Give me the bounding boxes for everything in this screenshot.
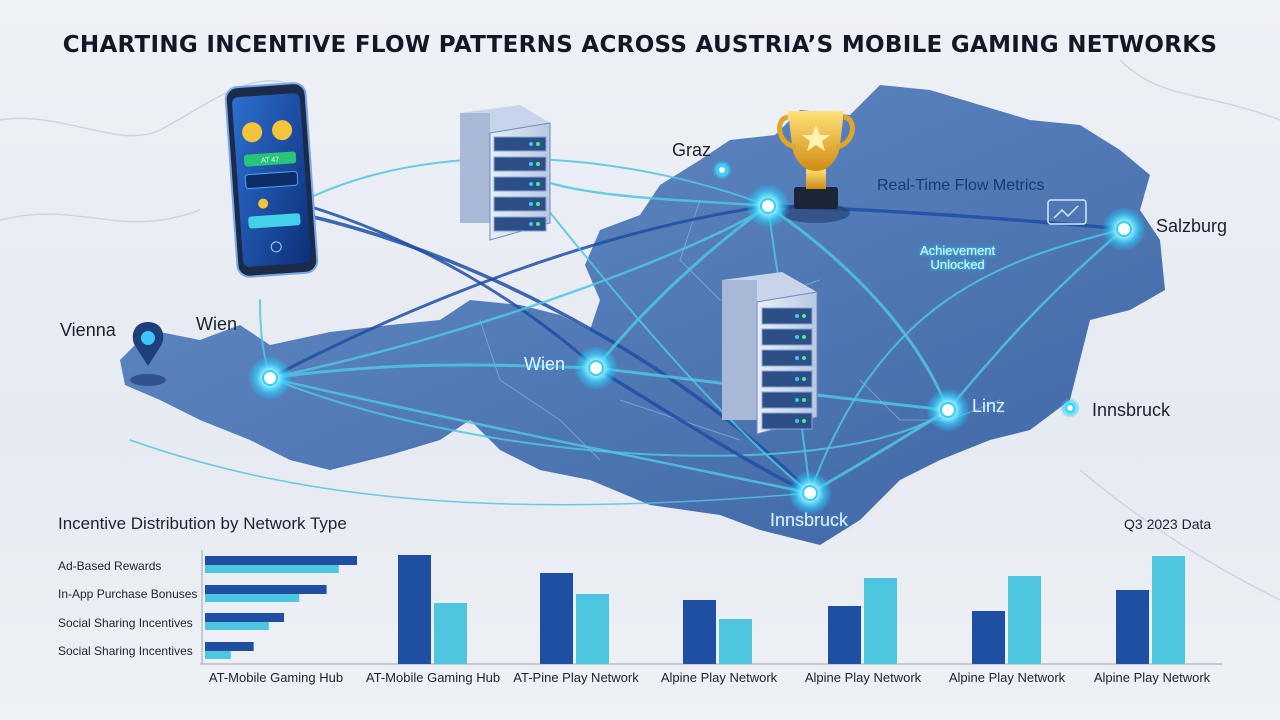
flow-line: [268, 363, 598, 380]
server-unit: [761, 391, 813, 409]
chart-title: CHARTING INCENTIVE FLOW PATTERNS ACROSS …: [62, 32, 1218, 58]
city-label-wien-center: Wien: [524, 354, 566, 374]
server-led: [802, 398, 806, 402]
flow-line: [303, 213, 812, 495]
server-unit: [761, 412, 813, 430]
background-borders: [0, 59, 1280, 601]
hbar-category-label: In-App Purchase Bonuses: [58, 587, 198, 601]
server-led: [795, 314, 799, 318]
server-unit: [493, 176, 547, 192]
flow-line: [946, 227, 1126, 412]
city-label-salzburg: Salzburg: [1156, 216, 1228, 236]
flow-line: [303, 203, 598, 370]
server-unit: [493, 136, 547, 152]
network-node: [802, 485, 818, 501]
server-led: [795, 398, 799, 402]
server-unit: [493, 196, 547, 212]
trophy-icon: [777, 111, 855, 223]
realtime-metrics-label: Real-Time Flow Metrics: [877, 177, 1045, 194]
network-node: [940, 402, 956, 418]
server-led: [802, 356, 806, 360]
server-led: [536, 182, 540, 186]
server-led: [536, 162, 540, 166]
city-label-innsbruck-south: Innsbruck: [770, 510, 849, 530]
flow-line: [268, 376, 812, 495]
flow-line: [766, 204, 950, 412]
city-label-innsbruck: Innsbruck: [1092, 400, 1171, 420]
vbar-category-label: AT-Mobile Gaming Hub: [208, 670, 344, 685]
network-node: [760, 198, 776, 214]
server-led: [795, 377, 799, 381]
hbar-category-label: Social Sharing Incentives: [58, 644, 193, 658]
vbar-category-label: Alpine Play Network: [948, 670, 1066, 685]
server-led: [536, 142, 540, 146]
flow-lines: [129, 157, 1126, 506]
flow-line: [268, 204, 770, 380]
server-led: [802, 377, 806, 381]
flow-line: [129, 439, 811, 506]
server-unit: [761, 349, 813, 367]
vbar-category-label: Alpine Play Network: [804, 670, 922, 685]
server-led: [529, 202, 533, 206]
vbar-category-label: AT-Mobile Gaming Hub: [365, 670, 501, 685]
data-period-annotation: Q3 2023 Data: [1124, 516, 1212, 532]
server-led: [802, 314, 806, 318]
city-label-wien: Wien: [196, 314, 238, 334]
vbar-category-label: Alpine Play Network: [660, 670, 778, 685]
hbar-chart-title: Incentive Distribution by Network Type: [58, 514, 347, 533]
server-led: [529, 182, 533, 186]
server-unit: [761, 370, 813, 388]
phone-screen-text: AT 47: [261, 156, 280, 164]
flow-line: [539, 199, 811, 494]
network-node: [588, 360, 604, 376]
server-led: [529, 222, 533, 226]
server-unit: [761, 307, 813, 325]
server-rack-icon: [460, 105, 551, 241]
metric-card-icon: [1047, 199, 1087, 225]
server-unit: [493, 216, 547, 232]
network-nodes: [248, 160, 1146, 515]
hbar-category-label: Ad-Based Rewards: [58, 559, 162, 573]
achievement-line-2: Unlocked: [930, 257, 985, 272]
flow-line: [538, 178, 770, 208]
achievement-line-1: Achievement: [920, 243, 996, 258]
vienna-pin-icon: [130, 322, 166, 386]
flow-line: [809, 228, 1125, 494]
server-led: [795, 356, 799, 360]
network-node: [1065, 403, 1075, 413]
achievement-badge: Achievement Unlocked: [920, 244, 995, 272]
server-rack-icon: [722, 272, 818, 435]
server-led: [536, 202, 540, 206]
flow-line: [594, 366, 812, 495]
smartphone-icon: AT 47: [224, 82, 319, 278]
server-led: [529, 142, 533, 146]
network-node: [262, 370, 278, 386]
server-unit: [761, 328, 813, 346]
city-label-linz: Linz: [972, 396, 1006, 416]
network-node: [1116, 221, 1132, 237]
server-led: [802, 419, 806, 423]
flow-line: [594, 204, 770, 370]
network-node: [717, 165, 727, 175]
city-label-graz: Graz: [672, 140, 712, 160]
vbar-category-label: AT-Pine Play Network: [513, 670, 639, 685]
city-label-vienna: Vienna: [60, 320, 116, 340]
server-led: [529, 162, 533, 166]
hbar-category-label: Social Sharing Incentives: [58, 616, 193, 630]
server-unit: [493, 156, 547, 172]
server-led: [802, 335, 806, 339]
server-led: [536, 222, 540, 226]
server-led: [795, 335, 799, 339]
vbar-category-label: Alpine Play Network: [1093, 670, 1211, 685]
server-led: [795, 419, 799, 423]
flow-line: [269, 377, 949, 457]
flow-line: [268, 204, 770, 380]
